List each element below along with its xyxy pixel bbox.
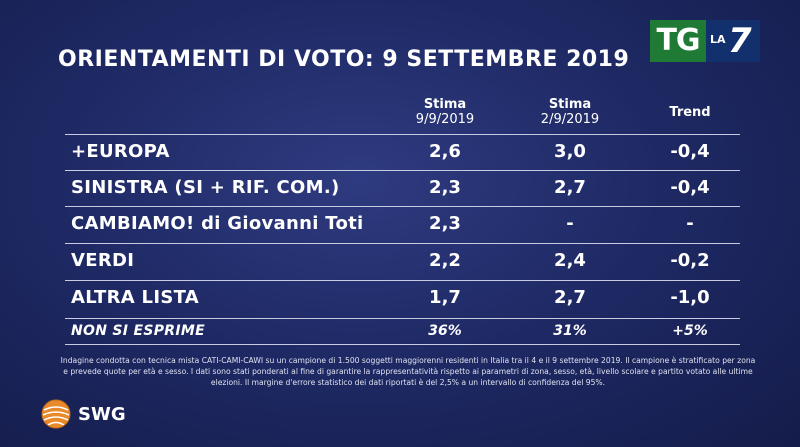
party-name: NON SI ESPRIME (71, 323, 205, 339)
swg-globe-icon (40, 398, 72, 430)
stima-current-value: 36% (428, 323, 462, 339)
seven-logo-text: 7 (728, 21, 752, 61)
stima-previous-value: - (566, 213, 574, 234)
header-stima-previous-label: Stima (548, 97, 592, 112)
stima-current-value: 1,7 (429, 287, 461, 308)
page-title: ORIENTAMENTI DI VOTO: 9 SETTEMBRE 2019 (58, 47, 630, 72)
stima-current-value: 2,6 (429, 141, 461, 162)
tg-la7-logo: TG LA 7 (650, 20, 760, 62)
stima-current-value: 2,3 (429, 213, 461, 234)
stima-current-value: 2,3 (429, 177, 461, 198)
party-name: VERDI (71, 250, 135, 271)
party-name: SINISTRA (SI + RIF. COM.) (71, 177, 340, 198)
trend-value: +5% (672, 323, 708, 339)
stima-previous-value: 2,4 (554, 250, 586, 271)
trend-value: -0,4 (670, 177, 710, 198)
swg-logo: SWG (40, 396, 126, 432)
trend-value: - (686, 213, 694, 234)
methodology-note: Indagine condotta con tecnica mista CATI… (60, 356, 756, 387)
header-trend: Trend (645, 105, 735, 120)
table-row: +EUROPA 2,6 3,0 -0,4 (65, 134, 740, 171)
trend-value: -0,4 (670, 141, 710, 162)
table-row: ALTRA LISTA 1,7 2,7 -1,0 (65, 280, 740, 317)
stima-previous-value: 2,7 (554, 287, 586, 308)
header-stima-current-label: Stima (423, 97, 467, 112)
trend-value: -1,0 (670, 287, 710, 308)
header-stima-previous-date: 2/9/2019 (540, 112, 600, 127)
table-row: CAMBIAMO! di Giovanni Toti 2,3 - - (65, 206, 740, 243)
table-row: SINISTRA (SI + RIF. COM.) 2,3 2,7 -0,4 (65, 170, 740, 207)
header-stima-previous: Stima 2/9/2019 (525, 97, 615, 127)
party-name: CAMBIAMO! di Giovanni Toti (71, 213, 364, 234)
stima-previous-value: 31% (553, 323, 587, 339)
swg-brand-text: SWG (78, 403, 126, 425)
stima-previous-value: 2,7 (554, 177, 586, 198)
stima-previous-value: 3,0 (554, 141, 586, 162)
la-logo-text: LA (710, 33, 726, 46)
header-trend-label: Trend (669, 105, 711, 120)
party-name: ALTRA LISTA (71, 287, 199, 308)
party-name: +EUROPA (71, 141, 170, 162)
trend-value: -0,2 (670, 250, 710, 271)
header-stima-current-date: 9/9/2019 (415, 112, 475, 127)
header-stima-current: Stima 9/9/2019 (400, 97, 490, 127)
table-row: VERDI 2,2 2,4 -0,2 (65, 243, 740, 280)
la7-logo-block: LA 7 (706, 20, 760, 62)
table-row: NON SI ESPRIME 36% 31% +5% (65, 318, 740, 343)
tg-logo-text: TG (650, 20, 706, 62)
table-bottom-divider (65, 344, 740, 345)
stima-current-value: 2,2 (429, 250, 461, 271)
